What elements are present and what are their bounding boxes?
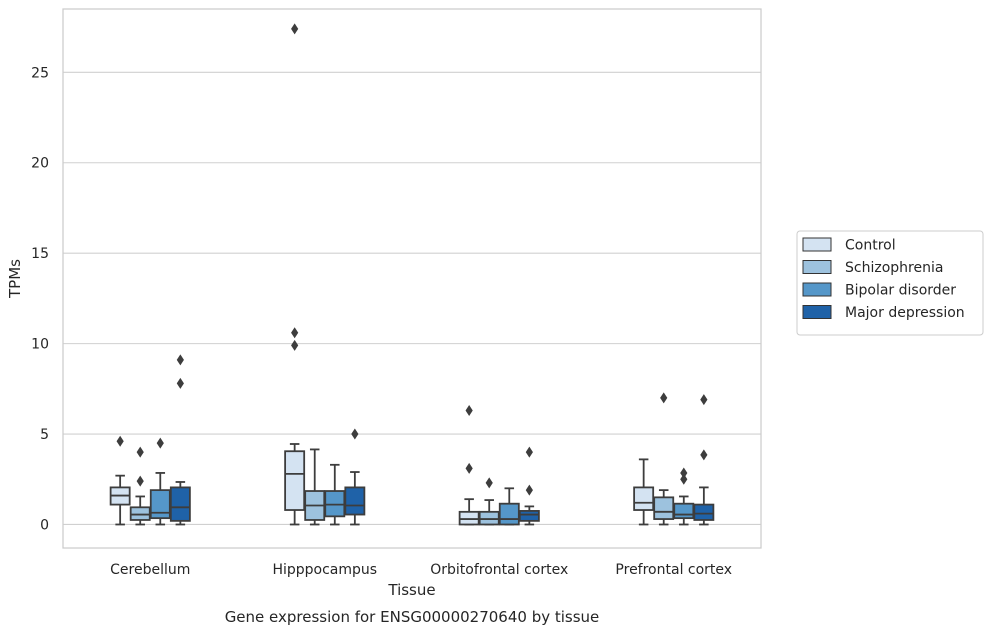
legend-swatch (802, 305, 832, 319)
outlier-point (176, 354, 184, 366)
outlier-point (680, 473, 688, 485)
outlier-point (700, 394, 708, 406)
outlier-point (136, 446, 144, 458)
outlier-point (660, 392, 668, 404)
plot-frame (62, 8, 762, 549)
box-body (633, 486, 655, 511)
outlier-point (525, 446, 533, 458)
box (344, 428, 366, 526)
box-body (169, 486, 191, 522)
y-tick-label: 0 (40, 517, 49, 533)
outlier-point (525, 484, 533, 496)
box-body (284, 450, 306, 511)
outlier-point (176, 377, 184, 389)
box (284, 23, 306, 526)
box-body (498, 502, 520, 526)
box-body (129, 506, 151, 521)
x-axis-ticks: Cerebellum Hipppocampus Orbitofrontal cort… (110, 562, 732, 578)
chart-caption: Gene expression for ENSG00000270640 by t… (225, 608, 600, 626)
x-tick-label: Prefrontal cortex (615, 562, 732, 578)
box-body (458, 510, 480, 526)
box (653, 392, 675, 526)
legend-entries: Control Schizophrenia Bipolar disorder Majo… (802, 237, 965, 321)
outlier-point (291, 327, 299, 339)
legend-entry: Major depression (802, 305, 965, 321)
legend: Control Schizophrenia Bipolar disorder Majo… (796, 230, 984, 336)
box (324, 463, 346, 526)
legend-frame (796, 230, 984, 336)
outlier-point (291, 339, 299, 351)
box (109, 435, 131, 526)
legend-entry: Bipolar disorder (802, 282, 956, 299)
legend-label: Major depression (845, 305, 965, 321)
legend-swatch (802, 237, 832, 252)
outlier-point (136, 475, 144, 487)
legend-label: Control (845, 238, 896, 254)
outlier-point (700, 449, 708, 461)
box (304, 448, 326, 526)
legend-label: Schizophrenia (845, 260, 943, 276)
outlier-point (116, 435, 124, 447)
x-tick-label: Hipppocampus (272, 562, 377, 578)
box-body (518, 510, 540, 522)
y-tick-label: 10 (31, 337, 49, 353)
y-axis-ticks: 0 5 10 15 20 25 (31, 65, 49, 533)
x-tick-label: Cerebellum (110, 562, 190, 578)
box-body (673, 502, 695, 520)
x-tick-label: Orbitofrontal cortex (430, 562, 568, 578)
box-body (324, 490, 346, 518)
box-body (149, 489, 171, 520)
y-tick-label: 5 (40, 427, 49, 443)
legend-label: Bipolar disorder (845, 283, 956, 299)
series-group (169, 354, 715, 526)
legend-entry: Control (802, 237, 896, 254)
box (129, 446, 151, 526)
box-body (344, 486, 366, 516)
outlier-point (485, 477, 493, 489)
box (693, 394, 715, 526)
series-group (129, 392, 675, 526)
y-tick-label: 15 (31, 246, 49, 262)
outlier-point (351, 428, 359, 440)
x-axis-label: Tissue (387, 581, 435, 599)
outlier-point (465, 462, 473, 474)
grid-lines (63, 71, 761, 526)
outlier-point (680, 467, 688, 479)
legend-entry: Schizophrenia (802, 260, 943, 276)
box (633, 458, 655, 526)
box (149, 437, 171, 526)
box (498, 487, 520, 526)
outlier-point (156, 437, 164, 449)
box-body (653, 496, 675, 520)
box (518, 446, 540, 526)
box (169, 354, 191, 526)
legend-swatch (802, 260, 832, 274)
outlier-point (291, 23, 299, 35)
y-tick-label: 25 (31, 65, 49, 81)
box (458, 405, 480, 526)
y-axis-label: TPMs (6, 259, 24, 299)
boxes (109, 23, 715, 526)
box (673, 467, 695, 526)
series-group (109, 23, 655, 526)
series-group (149, 437, 695, 526)
outlier-point (465, 405, 473, 417)
legend-swatch (802, 282, 832, 297)
y-tick-label: 20 (31, 156, 49, 172)
box (478, 477, 500, 526)
box-body (478, 510, 500, 526)
box-body (693, 503, 715, 521)
